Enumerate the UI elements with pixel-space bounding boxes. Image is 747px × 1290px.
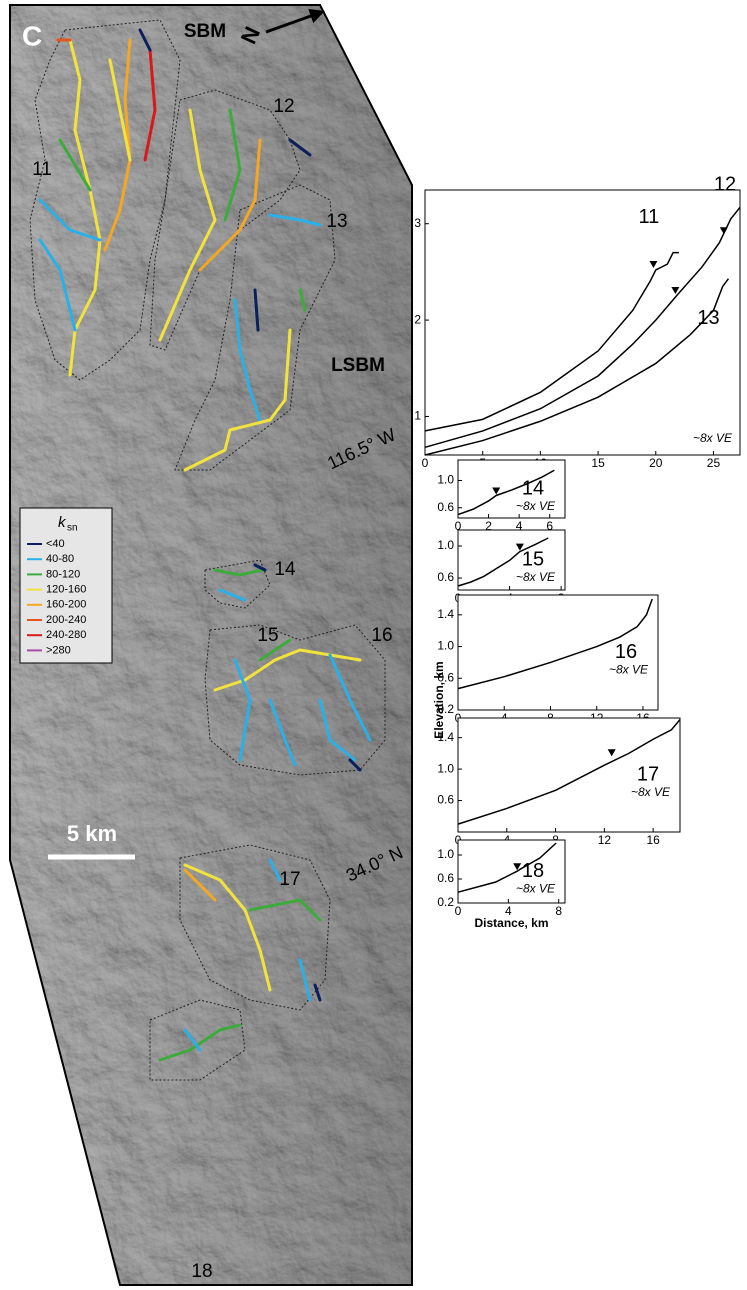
y-tick-label: 0.6	[437, 793, 454, 807]
legend-label: 120-160	[46, 584, 86, 596]
y-tick-label: 2	[414, 312, 421, 326]
y-tick-label: 1.0	[437, 639, 454, 653]
legend-label: 40-80	[46, 553, 74, 565]
series-label: 12	[714, 174, 736, 196]
region-label: SBM	[184, 21, 226, 42]
y-tick-label: 0.2	[437, 895, 454, 909]
y-tick-label: 1.0	[437, 847, 454, 861]
x-tick-label: 25	[707, 456, 721, 470]
region-label: LSBM	[331, 355, 385, 376]
y-tick-label: 1.0	[437, 761, 454, 775]
basin-label: 14	[274, 559, 296, 580]
series-label: 13	[697, 307, 719, 329]
annotation: ~8x VE	[631, 785, 671, 799]
annotation: ~8x VE	[516, 570, 556, 584]
x-tick-label: 20	[649, 456, 663, 470]
basin-label: 12	[273, 96, 294, 117]
x-tick-label: 0	[455, 904, 462, 918]
legend-label: <40	[46, 538, 65, 550]
scale-bar-label: 5 km	[67, 821, 117, 846]
annotation: ~8x VE	[609, 663, 649, 677]
legend: k sn <4040-8080-120120-160160-200200-240…	[20, 508, 112, 663]
y-tick-label: 1	[414, 409, 421, 423]
x-axis-label: Distance, km	[474, 916, 548, 930]
legend-label: 160-200	[46, 599, 86, 611]
plot-frame	[425, 190, 740, 455]
x-tick-label: 12	[598, 833, 612, 847]
x-tick-label: 15	[591, 456, 605, 470]
basin-label: 16	[371, 625, 392, 646]
legend-title-sub: sn	[67, 523, 78, 534]
legend-label: 240-280	[46, 629, 86, 641]
y-tick-label: 0.6	[437, 871, 454, 885]
y-tick-label: 1.0	[437, 538, 454, 552]
legend-label: 80-120	[46, 568, 80, 580]
x-tick-label: 16	[646, 833, 660, 847]
y-tick-label: 3	[414, 216, 421, 230]
figure: C SBM LSBM N 12 11 13 14 15 16 17 18 116…	[0, 0, 747, 1290]
y-tick-label: 0.6	[437, 500, 454, 514]
x-tick-label: 8	[555, 904, 562, 918]
series-label: 14	[522, 477, 544, 499]
y-tick-label: 1.4	[437, 607, 454, 621]
basin-label: 17	[279, 869, 300, 890]
y-tick-label: 1.4	[437, 730, 454, 744]
legend-label: 200-240	[46, 614, 86, 626]
annotation: ~8x VE	[516, 882, 556, 896]
basin-label: 11	[32, 159, 52, 180]
series-label: 16	[615, 641, 637, 663]
basin-label: 13	[326, 211, 347, 232]
series-label: 18	[522, 860, 544, 882]
annotation: ~8x VE	[693, 431, 733, 445]
x-tick-label: 0	[422, 456, 429, 470]
basin-label: 15	[257, 625, 278, 646]
annotation: ~8x VE	[516, 499, 556, 513]
basin-label: 18	[191, 1261, 212, 1282]
y-tick-label: 0.6	[437, 570, 454, 584]
y-tick-label: 1.0	[437, 473, 454, 487]
legend-label: >280	[46, 644, 71, 656]
series-label: 17	[637, 763, 659, 785]
series-label: 11	[638, 206, 659, 228]
series-label: 15	[522, 548, 544, 570]
panel-label: C	[22, 20, 42, 51]
y-axis-label: Elevation, km	[432, 661, 446, 738]
